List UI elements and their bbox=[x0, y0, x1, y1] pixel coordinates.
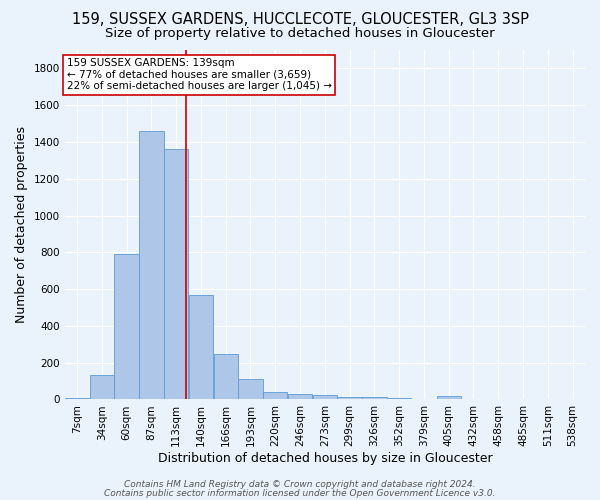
X-axis label: Distribution of detached houses by size in Gloucester: Distribution of detached houses by size … bbox=[158, 452, 492, 465]
Bar bbox=[337, 397, 362, 400]
Text: Contains public sector information licensed under the Open Government Licence v3: Contains public sector information licen… bbox=[104, 488, 496, 498]
Bar bbox=[115, 254, 139, 400]
Text: 159, SUSSEX GARDENS, HUCCLECOTE, GLOUCESTER, GL3 3SP: 159, SUSSEX GARDENS, HUCCLECOTE, GLOUCES… bbox=[71, 12, 529, 28]
Bar bbox=[362, 396, 386, 400]
Bar bbox=[189, 294, 213, 400]
Bar bbox=[238, 379, 263, 400]
Text: Contains HM Land Registry data © Crown copyright and database right 2024.: Contains HM Land Registry data © Crown c… bbox=[124, 480, 476, 489]
Text: Size of property relative to detached houses in Gloucester: Size of property relative to detached ho… bbox=[105, 28, 495, 40]
Bar bbox=[65, 398, 89, 400]
Bar bbox=[288, 394, 312, 400]
Y-axis label: Number of detached properties: Number of detached properties bbox=[15, 126, 28, 323]
Bar bbox=[214, 354, 238, 400]
Bar bbox=[263, 392, 287, 400]
Text: 159 SUSSEX GARDENS: 139sqm
← 77% of detached houses are smaller (3,659)
22% of s: 159 SUSSEX GARDENS: 139sqm ← 77% of deta… bbox=[67, 58, 332, 92]
Bar bbox=[437, 396, 461, 400]
Bar bbox=[164, 150, 188, 400]
Bar bbox=[313, 396, 337, 400]
Bar bbox=[89, 374, 114, 400]
Bar bbox=[139, 131, 164, 400]
Bar bbox=[387, 398, 412, 400]
